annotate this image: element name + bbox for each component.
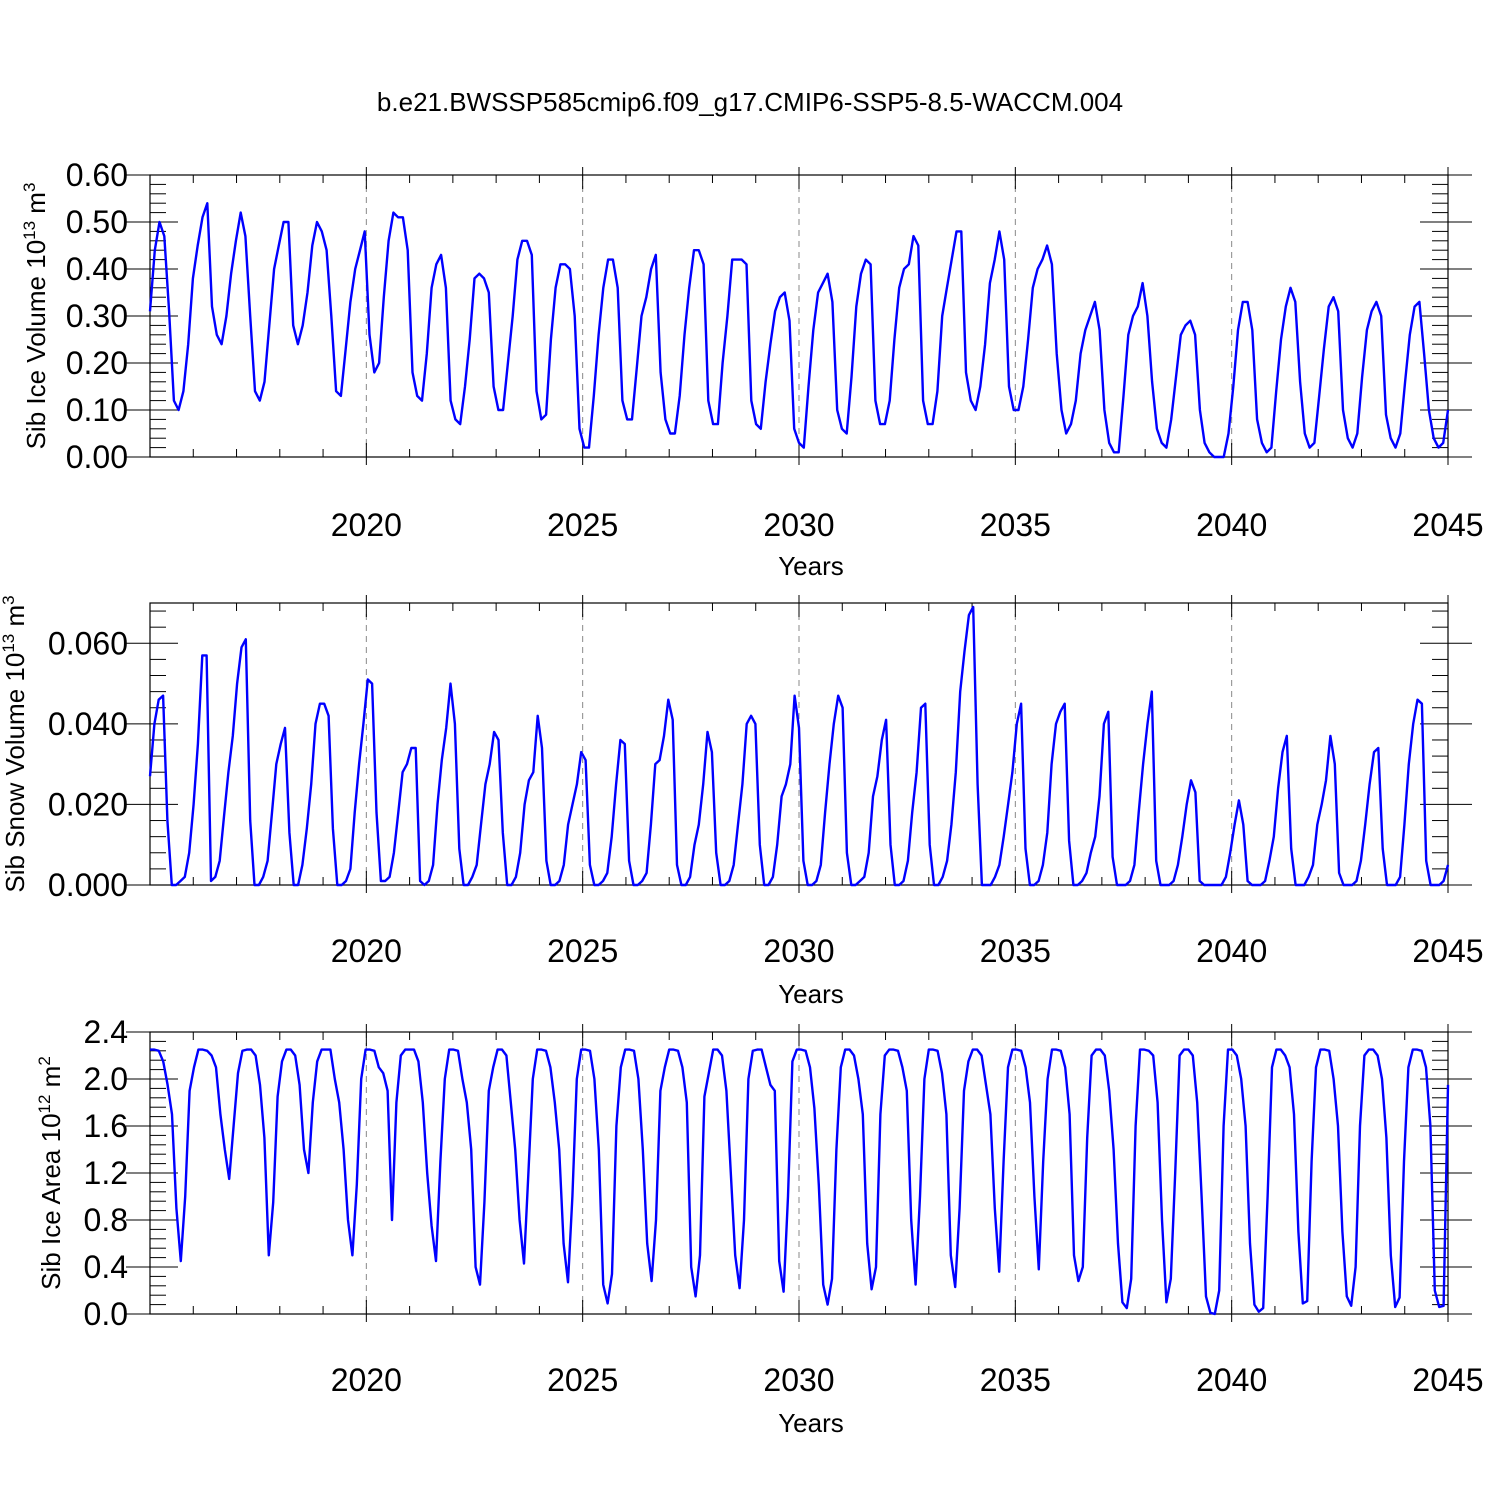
y-axis-label: Sib Snow Volume 1013 m3 [0, 595, 30, 892]
x-tick-label: 2040 [1196, 933, 1267, 969]
y-tick-label: 0.8 [84, 1202, 128, 1238]
x-tick-label: 2030 [763, 507, 834, 543]
x-tick-label: 2040 [1196, 507, 1267, 543]
y-tick-label: 0.4 [84, 1249, 128, 1285]
chart-panel-2: 2020 2025 2030 2035 2040 2045 0.000 0.020 0.040 0… [0, 595, 1484, 1009]
y-tick-label: 1.6 [84, 1108, 128, 1144]
y-axis-label: Sib Ice Volume 1013 m3 [20, 183, 51, 450]
y-tick-label: 1.2 [84, 1155, 128, 1191]
y-tick-label: 0.50 [66, 204, 128, 240]
chart-panel-3: 2020 2025 2030 2035 2040 2045 0.0 0.4 0.8 1.2 1.6 2… [35, 1014, 1484, 1438]
x-tick-label: 2030 [763, 1362, 834, 1398]
plots-container: 2020 2025 2030 2035 2040 2045 0.00 0.10 0.20 0.30… [0, 157, 1484, 1438]
x-tick-label: 2020 [331, 933, 402, 969]
y-tick-label: 0.60 [66, 157, 128, 193]
y-tick-label: 0.30 [66, 298, 128, 334]
x-tick-label: 2030 [763, 933, 834, 969]
x-tick-label: 2035 [980, 933, 1051, 969]
data-series-line [148, 201, 1450, 459]
x-tick-label: 2025 [547, 1362, 618, 1398]
plot-frame [149, 1031, 1449, 1315]
y-tick-label: 0.020 [48, 786, 128, 822]
x-axis-label: Years [778, 979, 844, 1009]
y-tick-label: 0.0 [84, 1296, 128, 1332]
x-tick-label: 2035 [980, 507, 1051, 543]
x-axis-label: Years [778, 1408, 844, 1438]
y-tick-label: 0.20 [66, 345, 128, 381]
data-series-line [150, 1048, 1450, 1316]
figure-title: b.e21.BWSSP585cmip6.f09_g17.CMIP6-SSP5-8… [377, 87, 1123, 117]
y-tick-label: 0.00 [66, 439, 128, 475]
x-tick-label: 2020 [331, 1362, 402, 1398]
data-series-line [148, 605, 1450, 887]
y-tick-label: 2.4 [84, 1014, 128, 1050]
x-tick-label: 2045 [1412, 933, 1483, 969]
y-tick-label: 0.060 [48, 625, 128, 661]
x-tick-label: 2025 [547, 507, 618, 543]
x-tick-label: 2020 [331, 507, 402, 543]
x-tick-label: 2045 [1412, 1362, 1483, 1398]
y-tick-label: 0.040 [48, 706, 128, 742]
y-tick-label: 0.000 [48, 867, 128, 903]
x-axis-label: Years [778, 551, 844, 581]
y-axis-label: Sib Ice Area 1012 m2 [35, 1056, 66, 1290]
x-tick-label: 2040 [1196, 1362, 1267, 1398]
plot-frame [149, 602, 1449, 886]
chart-panel-1: 2020 2025 2030 2035 2040 2045 0.00 0.10 0.20 0.30… [20, 157, 1484, 581]
y-tick-label: 0.40 [66, 251, 128, 287]
y-tick-label: 0.10 [66, 392, 128, 428]
x-tick-label: 2045 [1412, 507, 1483, 543]
x-tick-label: 2035 [980, 1362, 1051, 1398]
y-tick-label: 2.0 [84, 1061, 128, 1097]
plot-frame [149, 174, 1449, 458]
x-tick-label: 2025 [547, 933, 618, 969]
